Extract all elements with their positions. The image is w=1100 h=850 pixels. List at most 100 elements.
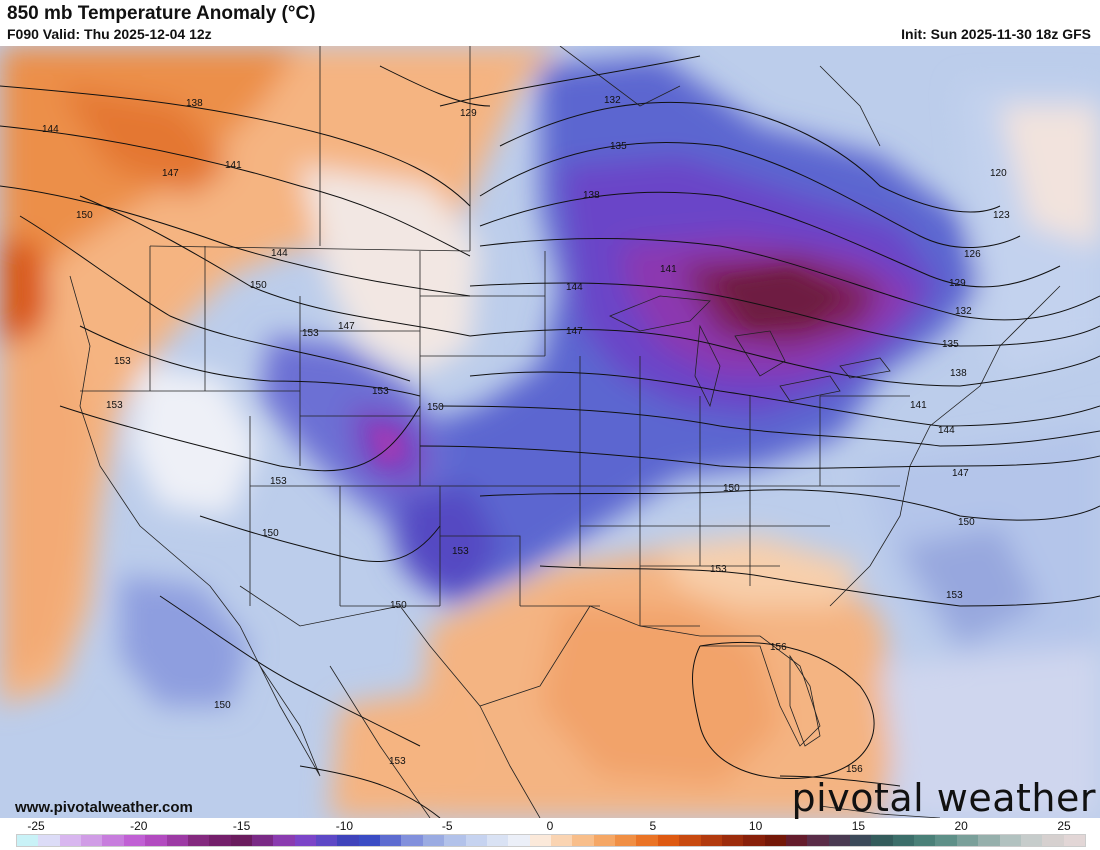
contour-label: 153 xyxy=(710,564,727,575)
contour-label: 132 xyxy=(955,306,972,317)
colorbar-tick-label: -20 xyxy=(130,819,148,833)
colorbar-swatch xyxy=(1063,835,1085,846)
anomaly-fill-layer xyxy=(0,46,1100,818)
colorbar-swatch xyxy=(892,835,915,846)
colorbar-swatch xyxy=(380,835,402,846)
height-contours xyxy=(0,55,1100,818)
header: 850 mb Temperature Anomaly (°C) F090 Val… xyxy=(0,0,1100,46)
brand-logo: pivotal weather xyxy=(791,776,1096,820)
contour-label: 150 xyxy=(76,210,93,221)
colorbar-swatch xyxy=(679,835,701,846)
contour-label: 153 xyxy=(302,328,319,339)
contour-label: 120 xyxy=(990,168,1007,179)
contour-label: 150 xyxy=(214,700,231,711)
contour-label: 144 xyxy=(271,248,288,259)
colorbar-swatch xyxy=(999,835,1021,846)
colorbar-tick-label: 20 xyxy=(954,819,968,833)
contour-label: 144 xyxy=(566,282,583,293)
colorbar-swatch xyxy=(636,835,658,846)
contour-label: 156 xyxy=(846,764,863,775)
colorbar-swatch xyxy=(529,835,551,846)
contour-label: 153 xyxy=(372,386,389,397)
colorbar-swatch xyxy=(615,835,637,846)
colorbar-swatch xyxy=(209,835,231,846)
contour-label: 135 xyxy=(610,141,627,152)
colorbar-swatch xyxy=(743,835,765,846)
contour-label: 126 xyxy=(964,249,981,260)
colorbar-tick-label: -15 xyxy=(232,819,251,833)
colorbar-swatch xyxy=(81,835,103,846)
colorbar-tick-label: 0 xyxy=(546,819,554,833)
contour-label: 150 xyxy=(250,280,267,291)
colorbar-swatch xyxy=(850,835,872,846)
colorbar-swatch xyxy=(914,835,936,846)
weather-map[interactable]: 138 144 141 147 150 144 150 147 153 153 … xyxy=(0,46,1100,818)
contour-label: 150 xyxy=(723,483,740,494)
contour-label: 153 xyxy=(946,590,963,601)
colorbar-swatch xyxy=(337,835,359,846)
colorbar-swatch xyxy=(721,835,744,846)
colorbar-tick-label: 5 xyxy=(649,819,657,833)
colorbar-swatch xyxy=(123,835,146,846)
colorbar-swatch xyxy=(59,835,82,846)
colorbar-swatch xyxy=(1042,835,1064,846)
contour-label: 150 xyxy=(427,402,444,413)
colorbar-swatch xyxy=(1020,835,1043,846)
colorbar-swatch xyxy=(807,835,829,846)
colorbar xyxy=(16,834,1086,847)
valid-time: F090 Valid: Thu 2025-12-04 12z xyxy=(7,26,212,42)
contour-label: 156 xyxy=(770,642,787,653)
colorbar-swatch xyxy=(102,835,124,846)
colorbar-tick-label: -10 xyxy=(335,819,354,833)
contour-label: 147 xyxy=(162,168,179,179)
contour-label: 132 xyxy=(604,95,621,106)
contour-label: 150 xyxy=(262,528,279,539)
contour-label: 138 xyxy=(583,190,600,201)
website-url[interactable]: www.pivotalweather.com xyxy=(15,799,193,816)
colorbar-swatch xyxy=(700,835,722,846)
contour-label: 129 xyxy=(949,278,966,289)
contour-label: 138 xyxy=(950,368,967,379)
colorbar-tick-label: 25 xyxy=(1057,819,1071,833)
colorbar-swatch xyxy=(871,835,893,846)
colorbar-swatch xyxy=(17,835,39,846)
contour-label: 129 xyxy=(460,108,477,119)
colorbar-swatch xyxy=(316,835,338,846)
colorbar-swatch xyxy=(657,835,680,846)
colorbar-tick-label: -25 xyxy=(27,819,45,833)
contour-label: 153 xyxy=(452,546,469,557)
contour-label: 147 xyxy=(566,326,583,337)
colorbar-swatch xyxy=(978,835,1000,846)
colorbar-swatch xyxy=(572,835,594,846)
contour-label: 147 xyxy=(952,468,969,479)
contour-label: 144 xyxy=(42,124,59,135)
colorbar-swatch xyxy=(486,835,509,846)
contour-label: 153 xyxy=(389,756,406,767)
colorbar-swatch xyxy=(508,835,530,846)
colorbar-swatch xyxy=(935,835,957,846)
contour-label: 141 xyxy=(225,160,242,171)
colorbar-swatch xyxy=(230,835,252,846)
colorbar-swatch xyxy=(422,835,445,846)
colorbar-swatch xyxy=(465,835,487,846)
colorbar-tick-labels: -25 -20 -15 -10 -5 0 5 10 15 20 25 xyxy=(0,819,1100,833)
colorbar-swatch xyxy=(38,835,60,846)
contour-label: 135 xyxy=(942,339,959,350)
contour-labels: 138 144 141 147 150 144 150 147 153 153 … xyxy=(42,95,1010,775)
contour-label: 123 xyxy=(993,210,1010,221)
contour-label: 138 xyxy=(186,98,203,109)
colorbar-swatch xyxy=(294,835,317,846)
anomaly-map-svg: 138 144 141 147 150 144 150 147 153 153 … xyxy=(0,46,1100,818)
colorbar-swatch xyxy=(273,835,295,846)
colorbar-swatch xyxy=(593,835,616,846)
colorbar-swatch xyxy=(785,835,808,846)
map-title: 850 mb Temperature Anomaly (°C) xyxy=(7,3,316,24)
colorbar-swatch xyxy=(956,835,979,846)
contour-label: 147 xyxy=(338,321,355,332)
contour-label: 153 xyxy=(114,356,131,367)
colorbar-tick-label: 15 xyxy=(851,819,866,833)
colorbar-swatch xyxy=(358,835,381,846)
colorbar-swatch xyxy=(401,835,423,846)
colorbar-swatch xyxy=(145,835,167,846)
colorbar-tick-label: -5 xyxy=(441,819,453,833)
